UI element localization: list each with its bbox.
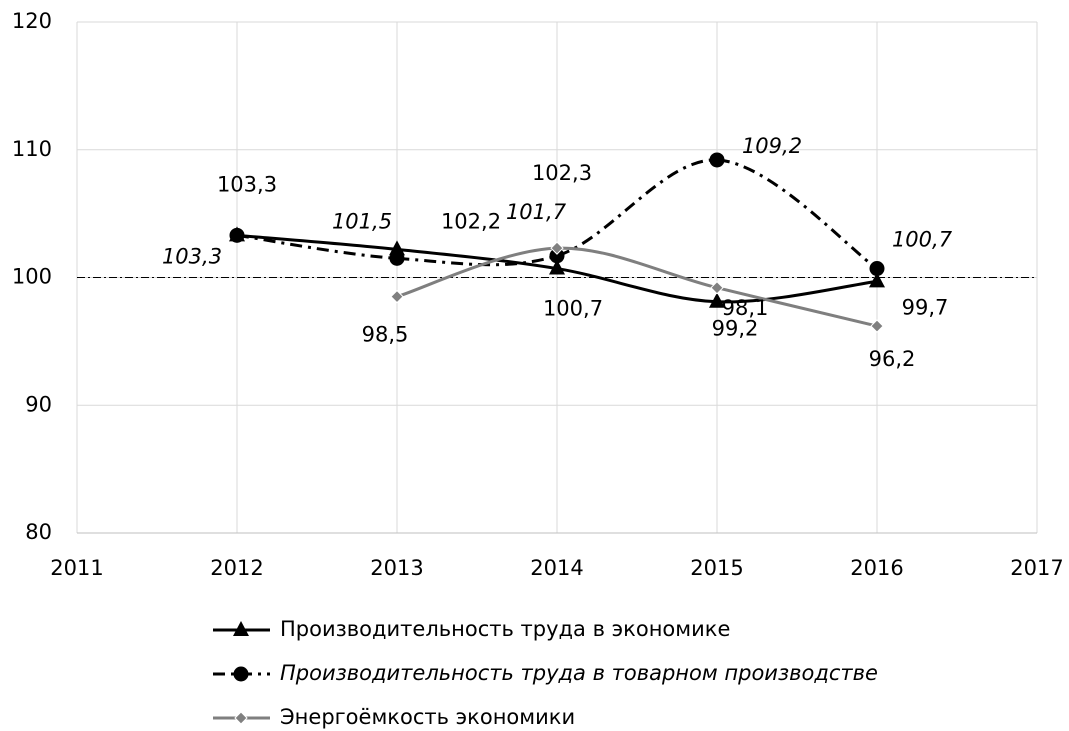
marker [390, 289, 404, 304]
marker [709, 292, 725, 308]
y-tick-label: 100 [12, 265, 52, 289]
marker [870, 319, 884, 333]
marker [389, 250, 405, 266]
series-line [236, 158, 878, 270]
x-tick-label: 2011 [50, 556, 103, 580]
x-tick-label: 2016 [850, 556, 903, 580]
legend-label: Производительность труда в экономике [280, 617, 730, 641]
data-label: 101,7 [506, 200, 567, 224]
y-tick-label: 120 [12, 9, 52, 33]
marker [550, 241, 564, 255]
x-tick-label: 2012 [210, 556, 263, 580]
marker [229, 227, 245, 243]
legend-item: Производительность труда в экономике [213, 617, 730, 641]
series-line [396, 246, 878, 328]
data-label: 100,7 [543, 297, 603, 321]
marker [233, 666, 249, 682]
data-label: 96,2 [869, 347, 916, 371]
data-label: 100,7 [892, 228, 953, 252]
marker [549, 259, 565, 275]
data-label: 109,2 [742, 134, 802, 158]
marker [869, 261, 885, 277]
marker [549, 248, 565, 264]
marker [234, 711, 248, 725]
y-tick-label: 90 [25, 392, 52, 416]
marker [709, 152, 725, 168]
marker [389, 240, 405, 256]
x-tick-label: 2014 [530, 556, 583, 580]
data-label: 98,5 [362, 323, 409, 347]
legend-label: Производительность труда в товарном прои… [280, 661, 878, 685]
data-label: 102,2 [441, 209, 501, 233]
legend-item: Энергоёмкость экономики [213, 705, 575, 729]
y-tick-label: 110 [12, 137, 52, 161]
x-tick-label: 2013 [370, 556, 423, 580]
data-label: 101,5 [332, 209, 392, 233]
data-label: 99,7 [902, 295, 949, 319]
data-label: 103,3 [217, 172, 277, 196]
y-tick-label: 80 [25, 520, 52, 544]
data-label: 102,3 [532, 161, 592, 185]
legend-item: Производительность труда в товарном прои… [213, 661, 878, 685]
x-tick-label: 2017 [1010, 556, 1063, 580]
x-tick-label: 2015 [690, 556, 743, 580]
data-label: 103,3 [162, 244, 222, 268]
legend-label: Энергоёмкость экономики [280, 705, 575, 729]
marker [233, 621, 249, 636]
marker [869, 272, 885, 288]
marker [710, 281, 724, 295]
data-label: 99,2 [712, 317, 759, 341]
data-label: 98,1 [722, 296, 769, 320]
